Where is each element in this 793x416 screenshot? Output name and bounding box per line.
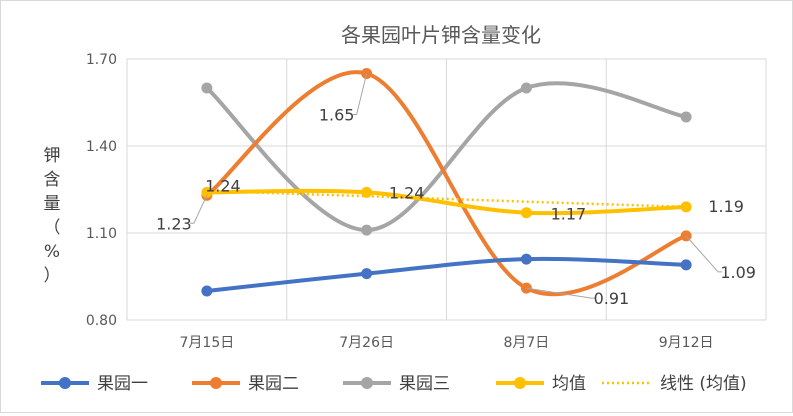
y-tick-label: 1.70 — [86, 52, 117, 68]
y-axis-label-char: 量 — [44, 194, 61, 214]
legend-label: 果园三 — [399, 374, 450, 394]
data-labels: 1.23 1.65 0.91 1.09 1.24 1.24 1.17 1.19 — [156, 73, 756, 308]
data-point-3-1 — [201, 82, 213, 94]
y-axis-label-char: 含 — [44, 170, 61, 190]
x-axis-ticks: 7月15日 7月26日 8月7日 9月12日 — [180, 335, 714, 351]
data-point-1-1 — [201, 285, 213, 297]
y-axis-label-char: （ — [44, 218, 61, 238]
legend-label: 果园一 — [97, 374, 148, 394]
x-tick-label: 9月12日 — [659, 335, 714, 351]
legend-swatch-marker — [361, 377, 373, 389]
data-point-3-4 — [680, 111, 692, 123]
data-point-4-3 — [520, 207, 532, 219]
data-label-leader — [685, 235, 723, 273]
data-label: 1.09 — [720, 263, 756, 282]
data-point-1-4 — [680, 259, 692, 271]
data-point-1-3 — [520, 253, 532, 265]
legend-swatch-marker — [514, 377, 526, 389]
series-line-1 — [204, 256, 689, 293]
data-label: 0.91 — [594, 289, 630, 308]
data-label: 1.24 — [205, 176, 241, 195]
y-tick-label: 1.40 — [86, 139, 117, 155]
legend-swatch-marker — [59, 377, 71, 389]
data-label-leader — [352, 73, 368, 115]
data-label: 1.65 — [319, 106, 355, 125]
data-label: 1.19 — [708, 197, 744, 216]
series-line-2 — [204, 70, 689, 297]
legend-swatch-marker — [210, 377, 222, 389]
y-tick-label: 0.80 — [86, 313, 117, 329]
series-line-3 — [204, 81, 689, 233]
data-point-1-2 — [361, 268, 373, 280]
x-tick-label: 8月7日 — [503, 335, 549, 351]
data-point-4-1 — [201, 186, 213, 198]
legend-label: 果园二 — [248, 374, 299, 394]
y-axis-ticks: 0.80 1.10 1.40 1.70 — [86, 52, 117, 329]
y-tick-label: 1.10 — [86, 226, 117, 242]
series-line-4 — [204, 188, 689, 216]
x-tick-label: 7月26日 — [339, 335, 394, 351]
legend: 果园一 果园二 果园三 均值 线性 (均值) — [41, 374, 747, 394]
x-tick-label: 7月15日 — [180, 335, 235, 351]
legend-label: 线性 (均值) — [660, 374, 747, 394]
legend-label: 均值 — [552, 374, 586, 394]
data-label-leader — [526, 287, 596, 299]
data-label: 1.23 — [156, 214, 192, 233]
data-point-3-2 — [361, 224, 373, 236]
data-label-leader — [189, 195, 208, 224]
y-axis-label-char: % — [44, 242, 60, 262]
data-point-3-3 — [520, 82, 532, 94]
data-label: 1.24 — [389, 183, 425, 202]
data-point-4-2 — [361, 186, 373, 198]
chart-title: 各果园叶片钾含量变化 — [341, 23, 541, 47]
y-axis-label-char: 钾 — [44, 146, 61, 166]
y-axis-label-char: ） — [44, 266, 61, 286]
data-label: 1.17 — [551, 205, 587, 224]
data-point-4-4 — [680, 201, 692, 213]
y-axis-label: 钾含量 （% ） — [44, 146, 61, 286]
